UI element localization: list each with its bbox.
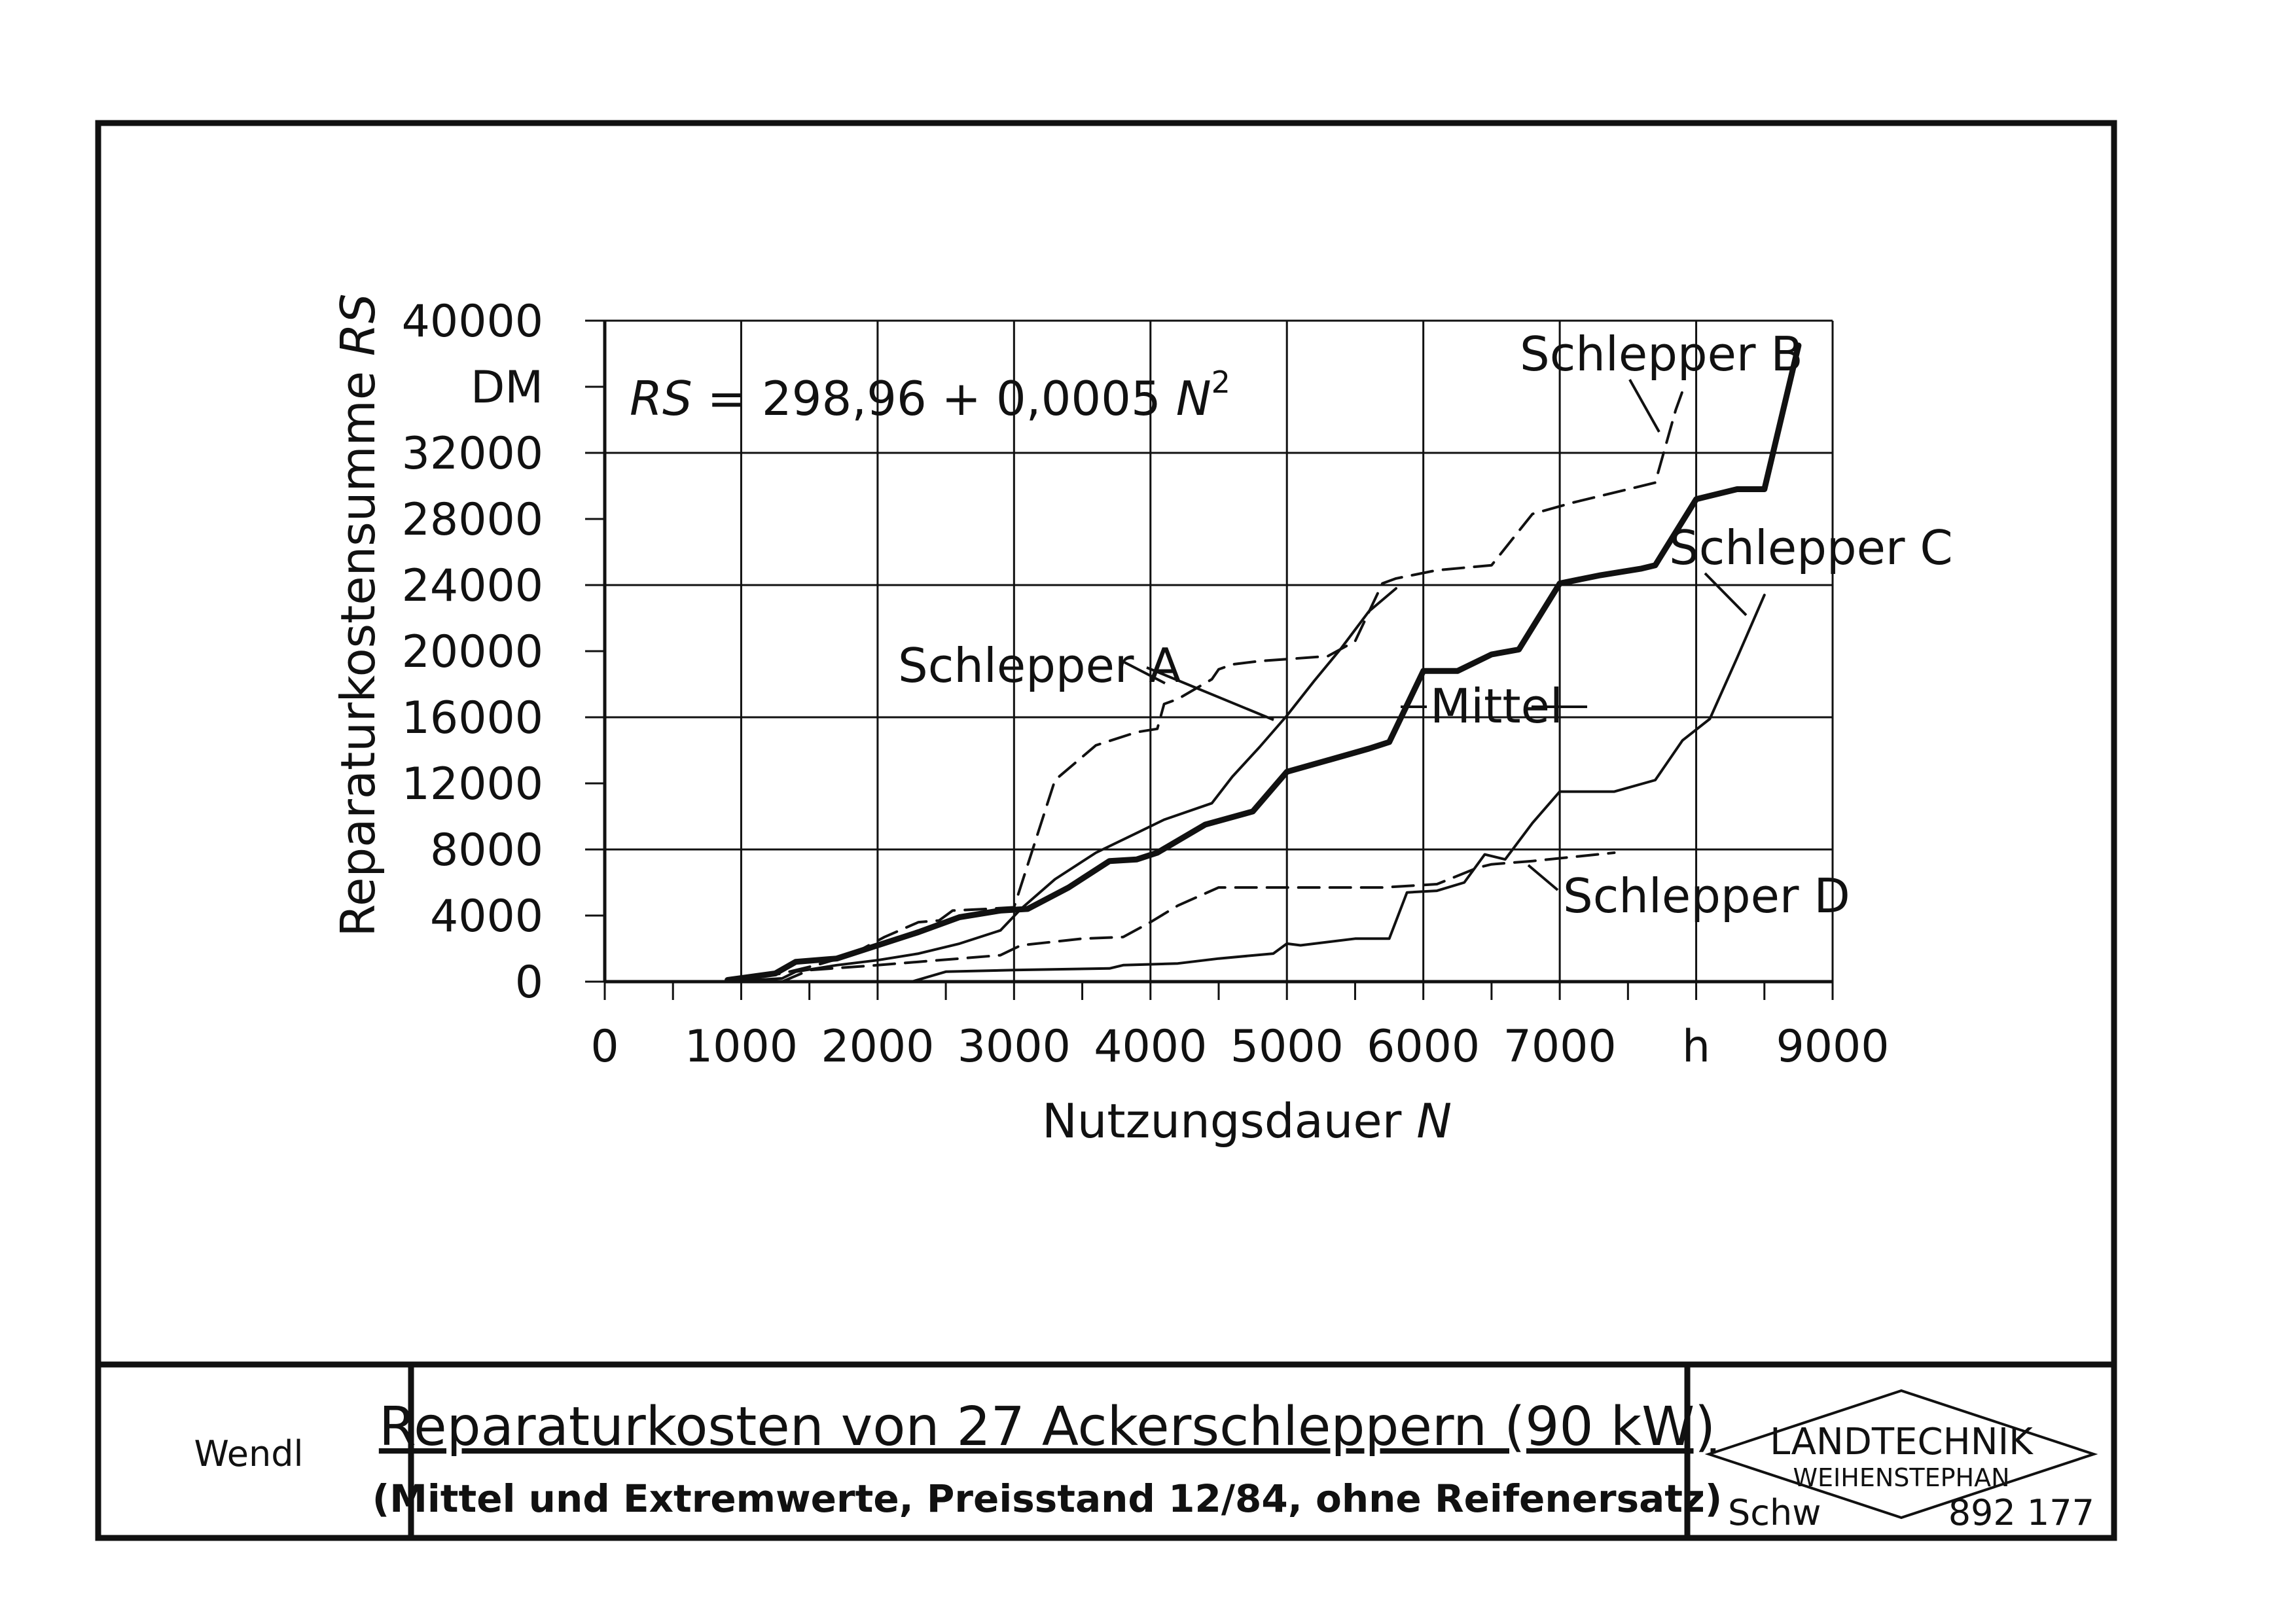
formula-var: RS [630, 371, 692, 426]
series-line-schlepper-c [889, 594, 1766, 983]
logo-line-1: LANDTECHNIK [1770, 1421, 2034, 1463]
leader-schlepper-d [1527, 864, 1559, 891]
logo-line-2: WEIHENSTEPHAN [1793, 1463, 2009, 1492]
leader-schlepper-c [1704, 572, 1748, 616]
y-axis-title-main: Reparaturkostensumme [331, 371, 386, 937]
series-line-schlepper-d [781, 851, 1616, 983]
y-tick-label: 24000 [402, 560, 543, 612]
x-tick-label: 7000 [1503, 1021, 1617, 1073]
x-tick-label: 6000 [1367, 1021, 1480, 1073]
leader-schlepper-a-1 [1124, 661, 1166, 685]
x-tick-label: 9000 [1776, 1021, 1889, 1073]
y-tick-label: 20000 [402, 626, 543, 678]
drawer-initials: Schw [1728, 1492, 1821, 1533]
author-name: Wendl [194, 1433, 304, 1474]
drawing-number: 892 177 [1948, 1492, 2094, 1533]
formula-var2: N [1176, 371, 1211, 426]
outer-frame [95, 120, 2117, 1541]
y-tick-label: 40000 [402, 296, 543, 348]
grid [605, 321, 1833, 982]
formula-rhs: = 298,96 + 0,0005 [708, 371, 1161, 426]
y-tick-label: 28000 [402, 494, 543, 546]
x-axis-title-main: Nutzungsdauer [1042, 1094, 1402, 1149]
label-schlepper-c: Schlepper C [1669, 520, 1953, 575]
y-axis-title: Reparaturkostensumme RS [331, 293, 386, 936]
leader-schlepper-b [1628, 379, 1660, 433]
y-tick-label: 32000 [402, 428, 543, 480]
x-axis-title-var: N [1416, 1094, 1452, 1149]
series-line-schlepper-a [726, 587, 1397, 983]
x-tick-label: h [1682, 1021, 1710, 1073]
x-axis-title: Nutzungsdauer N [1042, 1094, 1452, 1149]
x-tick-label: 5000 [1230, 1021, 1344, 1073]
series-lines [725, 342, 1802, 983]
y-tick-label: DM [471, 362, 543, 414]
formula-exponent: 2 [1211, 365, 1230, 400]
y-tick-label: 8000 [430, 825, 543, 876]
x-tick-label: 4000 [1094, 1021, 1207, 1073]
leader-schlepper-a-2 [1146, 666, 1274, 721]
x-tick-label: 3000 [958, 1021, 1071, 1073]
x-tick-label: 0 [590, 1021, 619, 1073]
y-tick-label: 12000 [402, 758, 543, 810]
y-axis-title-var: RS [331, 293, 386, 356]
series-line-schlepper-b [726, 382, 1687, 983]
tick-labels: 0 1000 2000 3000 4000 5000 6000 7000 h 9000 0 4000 8… [402, 296, 1890, 1073]
x-tick-label: 1000 [685, 1021, 798, 1073]
drawing-title: Reparaturkosten von 27 Ackerschleppern (… [379, 1396, 1715, 1458]
y-tick-label: 16000 [402, 692, 543, 744]
landtechnik-logo: LANDTECHNIK WEIHENSTEPHAN [1704, 1389, 2098, 1520]
series-line-mittel [725, 342, 1802, 983]
axes [585, 319, 1834, 1000]
label-schlepper-b: Schlepper B [1520, 327, 1803, 382]
y-tick-label: 4000 [430, 891, 543, 942]
formula-annotation: RS = 298,96 + 0,0005 N2 [630, 365, 1230, 426]
logo-diamond [1704, 1389, 2098, 1520]
y-tick-label: 0 [515, 957, 543, 1008]
drawing-subtitle: (Mittel und Extremwerte, Preisstand 12/8… [372, 1476, 1723, 1521]
label-schlepper-a: Schlepper A [898, 638, 1181, 693]
x-tick-label: 2000 [821, 1021, 934, 1073]
label-schlepper-d: Schlepper D [1563, 868, 1850, 923]
